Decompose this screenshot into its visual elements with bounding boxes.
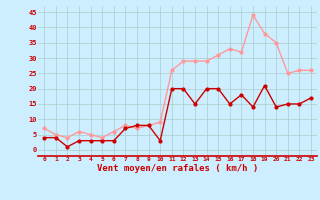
X-axis label: Vent moyen/en rafales ( km/h ): Vent moyen/en rafales ( km/h ) xyxy=(97,164,258,173)
